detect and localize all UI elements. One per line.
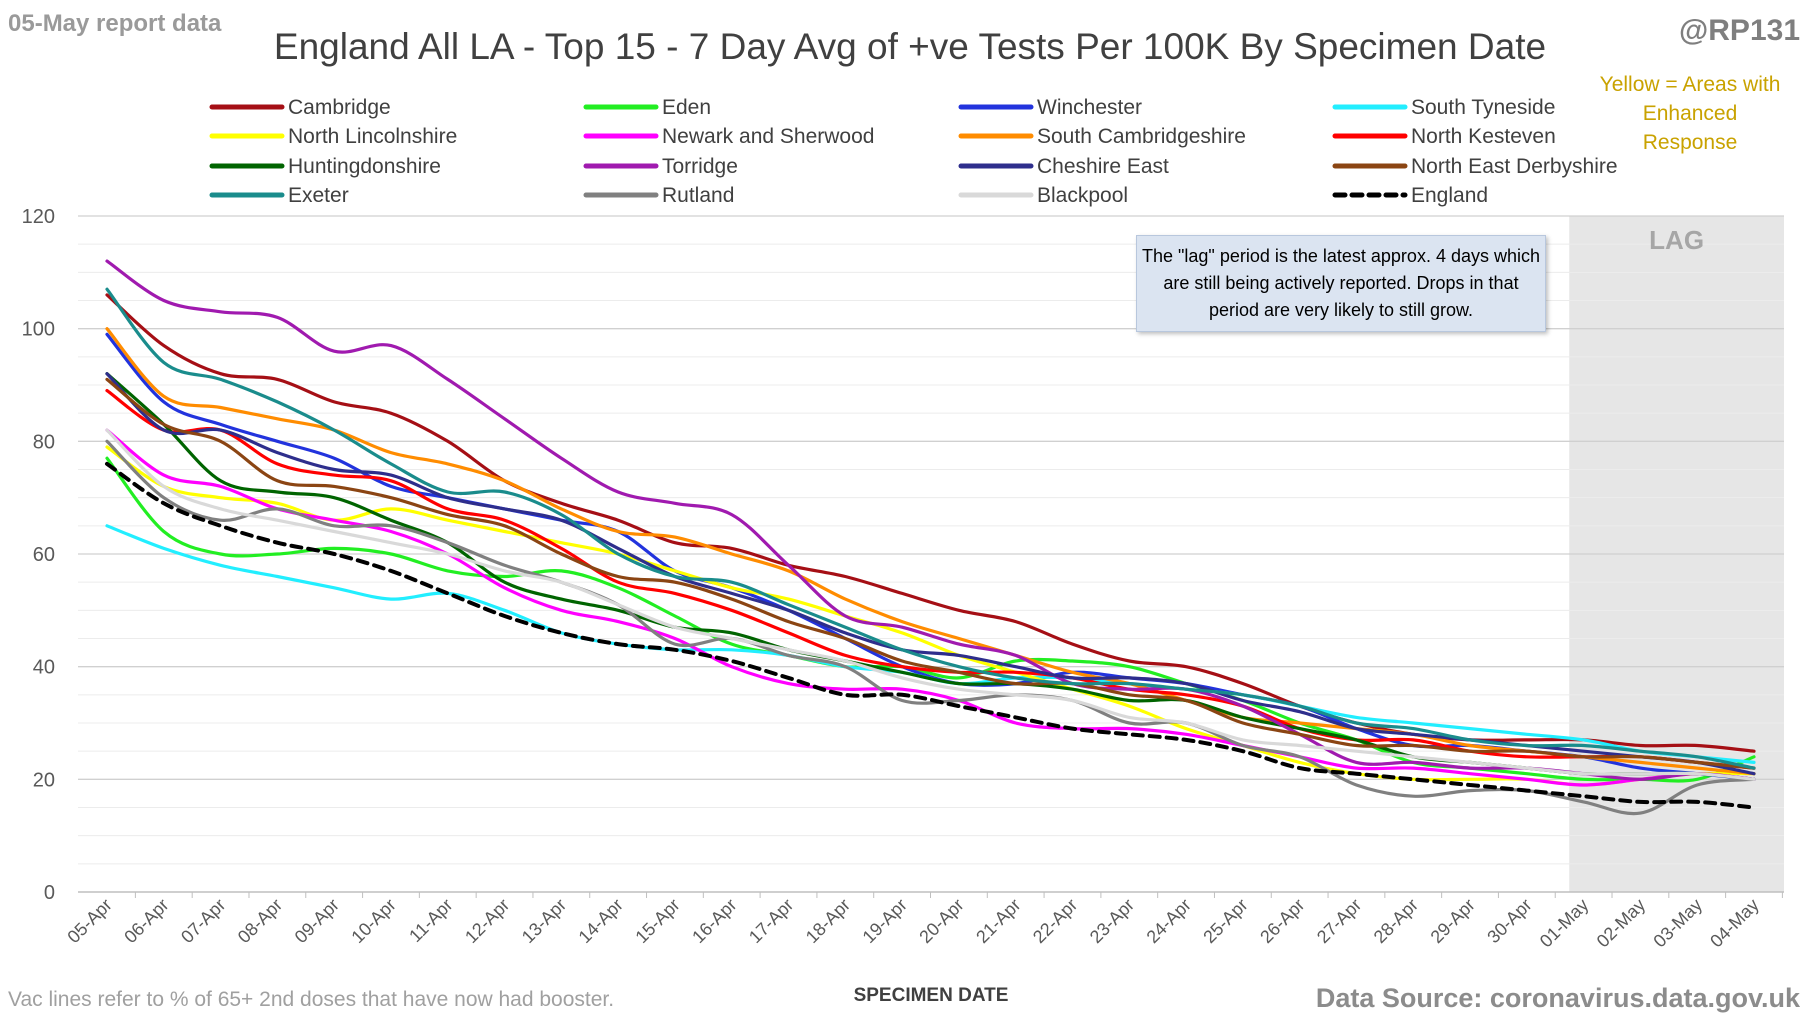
x-tick-label: 05-Apr <box>63 895 115 947</box>
y-tick-label: 0 <box>44 882 55 904</box>
y-tick-label: 120 <box>22 206 55 228</box>
legend-label-cambridge: Cambridge <box>288 96 391 119</box>
x-tick-label: 21-Apr <box>972 895 1024 947</box>
series-line-newark-and-sherwood <box>105 428 1756 787</box>
x-tick-label: 01-May <box>1536 895 1593 952</box>
series-line-huntingdonshire <box>105 372 1756 781</box>
lag-note-box: The "lag" period is the latest approx. 4… <box>1136 235 1546 332</box>
x-tick-label: 22-Apr <box>1029 895 1081 947</box>
series-line-north-lincolnshire <box>105 445 1756 787</box>
legend-label-england: England <box>1411 184 1488 207</box>
vaccination-note: Vac lines refer to % of 65+ 2nd doses th… <box>8 988 615 1011</box>
legend-label-eden: Eden <box>662 96 711 119</box>
x-tick-label: 15-Apr <box>631 895 683 947</box>
legend-label-blackpool: Blackpool <box>1037 184 1128 207</box>
series-line-torridge <box>105 259 1756 781</box>
legend-label-south-tyneside: South Tyneside <box>1411 96 1555 119</box>
x-tick-label: 27-Apr <box>1313 895 1365 947</box>
legend-label-cheshire-east: Cheshire East <box>1037 155 1169 178</box>
legend-label-south-cambridgeshire: South Cambridgeshire <box>1037 125 1246 148</box>
x-tick-label: 02-May <box>1593 895 1650 952</box>
x-tick-label: 08-Apr <box>234 895 286 947</box>
legend-label-rutland: Rutland <box>662 184 734 207</box>
y-tick-label: 100 <box>22 319 55 341</box>
series-line-blackpool <box>105 428 1756 781</box>
y-tick-label: 80 <box>33 431 55 453</box>
report-date: 05-May report data <box>8 10 222 37</box>
chart-title: England All LA - Top 15 - 7 Day Avg of +… <box>273 26 1547 67</box>
x-tick-label: 06-Apr <box>120 895 172 947</box>
x-axis-title: SPECIMEN DATE <box>854 985 1009 1006</box>
x-tick-label: 04-May <box>1706 895 1763 952</box>
legend-label-winchester: Winchester <box>1037 96 1142 119</box>
legend-label-north-kesteven: North Kesteven <box>1411 125 1556 148</box>
x-tick-label: 20-Apr <box>915 895 967 947</box>
series-line-winchester <box>105 332 1756 781</box>
series-line-north-east-derbyshire <box>105 377 1756 770</box>
x-tick-label: 16-Apr <box>688 895 740 947</box>
series-line-rutland <box>105 439 1756 816</box>
series-line-england <box>105 461 1756 810</box>
legend-label-north-east-derbyshire: North East Derbyshire <box>1411 155 1618 178</box>
y-tick-label: 60 <box>33 544 55 566</box>
legend-label-newark-and-sherwood: Newark and Sherwood <box>662 125 874 148</box>
series-line-north-kesteven <box>105 389 1756 770</box>
enhanced-response-note: Yellow = Areas with Enhanced Response <box>1599 73 1781 154</box>
x-tick-label: 07-Apr <box>177 895 229 947</box>
x-tick-label: 28-Apr <box>1370 895 1422 947</box>
x-tick-label: 24-Apr <box>1143 895 1195 947</box>
x-tick-label: 09-Apr <box>291 895 343 947</box>
x-tick-label: 11-Apr <box>405 895 456 946</box>
x-tick-label: 25-Apr <box>1199 895 1251 947</box>
x-tick-label: 17-Apr <box>745 895 797 947</box>
legend-label-torridge: Torridge <box>662 155 738 178</box>
x-tick-label: 14-Apr <box>575 895 627 947</box>
legend-label-huntingdonshire: Huntingdonshire <box>288 155 441 178</box>
x-tick-label: 30-Apr <box>1483 895 1535 947</box>
legend-label-north-lincolnshire: North Lincolnshire <box>288 125 457 148</box>
series-line-south-cambridgeshire <box>105 327 1756 776</box>
x-tick-label: 19-Apr <box>859 895 911 947</box>
author-handle: @RP131 <box>1679 14 1800 47</box>
x-tick-label: 03-May <box>1649 895 1706 952</box>
x-tick-label: 18-Apr <box>802 895 854 947</box>
x-tick-label: 12-Apr <box>461 895 513 947</box>
series-lines <box>105 259 1756 816</box>
series-line-exeter <box>105 287 1756 770</box>
y-tick-label: 20 <box>33 769 55 791</box>
y-tick-label: 40 <box>33 657 55 679</box>
x-tick-label: 10-Apr <box>347 895 399 947</box>
data-source-note: Data Source: coronavirus.data.gov.uk <box>1315 983 1800 1013</box>
x-tick-label: 26-Apr <box>1256 895 1308 947</box>
legend: Cambridge Eden Winchester South Tyneside Nor… <box>209 96 1618 207</box>
legend-label-exeter: Exeter <box>288 184 349 207</box>
x-tick-label: 13-Apr <box>518 895 570 947</box>
x-tick-label: 23-Apr <box>1086 895 1138 947</box>
x-tick-label: 29-Apr <box>1427 895 1479 947</box>
series-line-cheshire-east <box>105 372 1756 776</box>
lag-label: LAG <box>1649 225 1704 255</box>
